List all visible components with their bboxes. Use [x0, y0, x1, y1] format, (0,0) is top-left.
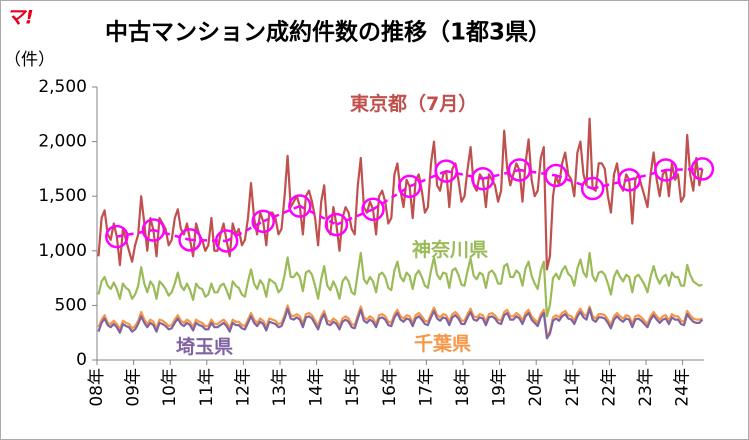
highlight-marker: [105, 224, 129, 249]
x-tick-label: 24年: [673, 368, 693, 407]
x-tick-label: 13年: [270, 368, 290, 407]
x-tick-label: 15年: [343, 368, 363, 407]
chart-title: 中古マンション成約件数の推移（1都3県）: [105, 19, 551, 46]
x-tick-label: 18年: [453, 368, 473, 407]
highlight-marker: [251, 209, 275, 234]
series-label: 千葉県: [414, 333, 471, 355]
highlight-marker: [434, 159, 458, 183]
logo: マ!: [6, 7, 34, 29]
x-tick-label: 11年: [197, 368, 217, 407]
highlight-label: （7月）: [407, 92, 477, 115]
x-tick-label: 21年: [563, 368, 583, 407]
x-tick-label: 12年: [233, 368, 253, 407]
highlight-marker: [580, 176, 605, 201]
series-label: 埼玉県: [176, 335, 233, 358]
y-tick-label: 1,000: [38, 241, 87, 261]
highlight-marker: [507, 158, 532, 182]
series-label: 東京都（7月）: [350, 92, 477, 115]
y-tick-label: 0: [76, 350, 87, 370]
x-tick-label: 20年: [526, 368, 546, 407]
series-label-text: 埼玉県: [176, 335, 233, 358]
x-tick-label: 19年: [490, 368, 510, 407]
highlight-marker: [544, 163, 568, 188]
highlight-marker: [654, 158, 678, 182]
highlight-connector: [226, 220, 264, 243]
x-tick-label: 23年: [636, 368, 656, 407]
highlight-marker: [361, 197, 385, 222]
highlight-marker: [397, 174, 422, 199]
y-tick-label: 2,500: [38, 77, 87, 97]
series-label-text: 神奈川県: [412, 238, 488, 261]
highlight-marker: [178, 228, 202, 252]
y-axis-label: （件）: [4, 50, 55, 70]
x-tick-label: 09年: [124, 368, 144, 407]
x-tick-label: 22年: [599, 368, 619, 407]
highlight-connector: [409, 169, 447, 188]
x-tick-label: 08年: [87, 368, 107, 407]
series-line: [97, 251, 703, 318]
series-label-text: 東京都: [350, 92, 407, 115]
highlight-marker: [288, 194, 312, 218]
highlight-connector: [372, 185, 411, 211]
x-tick-label: 10年: [160, 368, 180, 407]
x-tick-label: 16年: [380, 368, 400, 407]
highlight-marker: [617, 168, 641, 192]
series-line: [97, 307, 704, 340]
highlight-connector: [262, 204, 301, 223]
y-tick-label: 2,000: [38, 132, 87, 152]
highlight-connector: [335, 208, 374, 226]
highlight-marker: [214, 229, 239, 253]
y-tick-label: 500: [55, 295, 87, 315]
y-tick-label: 1,500: [38, 186, 87, 206]
highlight-marker: [324, 212, 349, 237]
series-line: [97, 304, 703, 338]
x-tick-label: 17年: [416, 368, 436, 407]
series-label: 神奈川県: [412, 238, 488, 261]
x-tick-label: 14年: [307, 368, 327, 407]
highlight-marker: [141, 218, 166, 242]
highlight-connector: [299, 204, 337, 226]
highlight-marker: [690, 157, 715, 181]
highlight-marker: [471, 166, 495, 191]
series-label-text: 千葉県: [414, 333, 471, 355]
